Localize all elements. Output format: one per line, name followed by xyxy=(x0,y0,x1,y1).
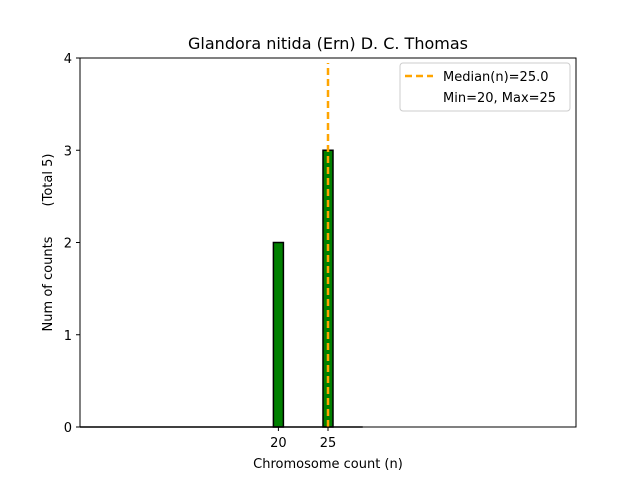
y-tick-label: 4 xyxy=(64,52,72,67)
legend-median-label: Median(n)=25.0 xyxy=(443,70,549,85)
y-tick-label: 1 xyxy=(64,329,72,344)
y-axis-total-note: (Total 5) xyxy=(41,154,56,207)
x-axis-ticks: 20 25 xyxy=(270,427,336,451)
y-tick-label: 0 xyxy=(64,421,72,436)
y-tick-label: 2 xyxy=(64,237,72,252)
y-axis-ticks: 0 1 2 3 4 xyxy=(64,52,80,436)
chart-title: Glandora nitida (Ern) D. C. Thomas xyxy=(188,34,468,53)
x-tick-label: 25 xyxy=(320,436,337,451)
y-tick-label: 3 xyxy=(64,144,72,159)
y-axis-label: Num of counts xyxy=(41,236,56,331)
bar-20 xyxy=(272,241,285,428)
x-axis-label: Chromosome count (n) xyxy=(253,457,403,472)
x-tick-label: 20 xyxy=(270,436,287,451)
bars-group xyxy=(80,149,363,428)
legend-minmax-label: Min=20, Max=25 xyxy=(443,91,556,106)
legend: Median(n)=25.0 Min=20, Max=25 xyxy=(399,62,571,112)
legend-box xyxy=(399,62,571,112)
